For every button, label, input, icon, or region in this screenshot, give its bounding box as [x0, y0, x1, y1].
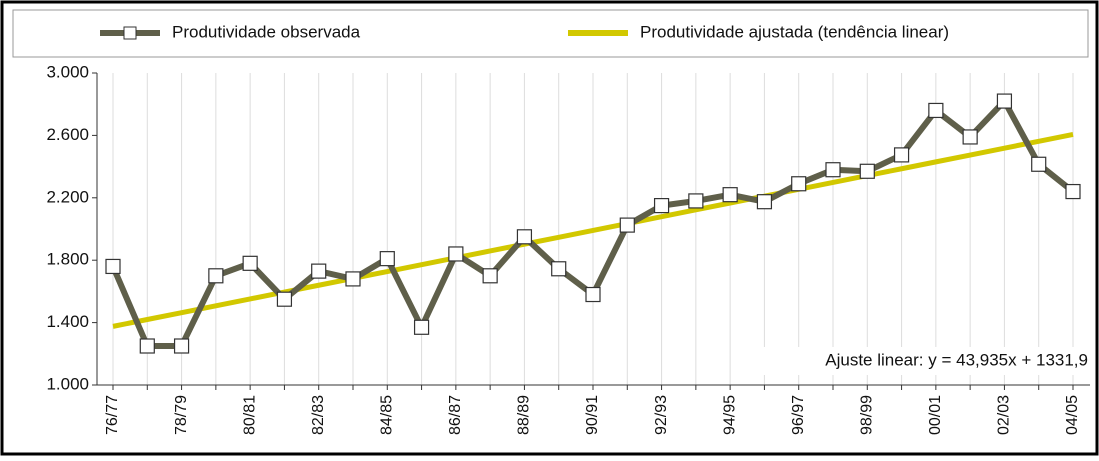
point [893, 147, 910, 163]
point [242, 255, 258, 271]
point [791, 176, 807, 192]
point [482, 268, 498, 284]
x-tick-label: 82/83 [310, 395, 327, 435]
x-tick-label: 86/87 [447, 395, 464, 435]
point [173, 338, 190, 354]
point [722, 187, 738, 203]
point [928, 102, 944, 119]
x-tick-label: 78/79 [173, 395, 190, 435]
y-tick-label: 1.000 [46, 374, 89, 393]
point [756, 194, 773, 210]
point [585, 286, 601, 303]
x-tick-label: 90/91 [584, 395, 601, 435]
y-tick-label: 2.200 [46, 187, 89, 206]
x-tick-label: 76/77 [104, 395, 121, 435]
legend-label: Produtividade observada [172, 22, 361, 41]
point [413, 319, 430, 335]
point [1031, 156, 1047, 172]
point [448, 246, 464, 262]
point [653, 198, 670, 214]
x-tick-label: 96/97 [790, 395, 807, 435]
point [1065, 183, 1081, 200]
legend-box [12, 9, 1089, 58]
y-tick-label: 3.000 [46, 62, 89, 81]
point [619, 217, 635, 233]
point [825, 162, 841, 178]
legend-label: Produtividade ajustada (tendência linear… [640, 22, 949, 41]
y-tick-label: 1.400 [46, 312, 89, 331]
annotation-bg [758, 347, 1090, 375]
series-line [112, 132, 1074, 329]
point [379, 251, 395, 267]
point [139, 338, 155, 354]
y-tick-label: 2.600 [46, 125, 89, 144]
point [551, 261, 567, 277]
point [345, 271, 361, 287]
point [962, 129, 978, 145]
x-tick-label: 84/85 [379, 395, 396, 435]
point [996, 93, 1013, 109]
x-tick-label: 04/05 [1064, 395, 1081, 435]
point [208, 268, 224, 284]
x-tick-label: 98/99 [859, 395, 876, 435]
point [311, 263, 327, 279]
legend-marker [123, 26, 137, 40]
point [688, 193, 704, 209]
point [516, 229, 533, 245]
x-tick-label: 80/81 [241, 395, 258, 435]
annotation: Ajuste linear: y = 43,935x + 1331,9 [825, 350, 1088, 369]
y-tick-label: 1.800 [46, 250, 89, 269]
x-tick-label: 02/03 [996, 395, 1013, 435]
x-tick-label: 88/89 [516, 395, 533, 435]
x-tick-label: 92/93 [653, 395, 670, 435]
x-tick-label: 00/01 [927, 395, 944, 435]
point [276, 291, 293, 307]
point [859, 163, 875, 179]
point [105, 258, 121, 275]
x-tick-label: 94/95 [721, 395, 738, 435]
